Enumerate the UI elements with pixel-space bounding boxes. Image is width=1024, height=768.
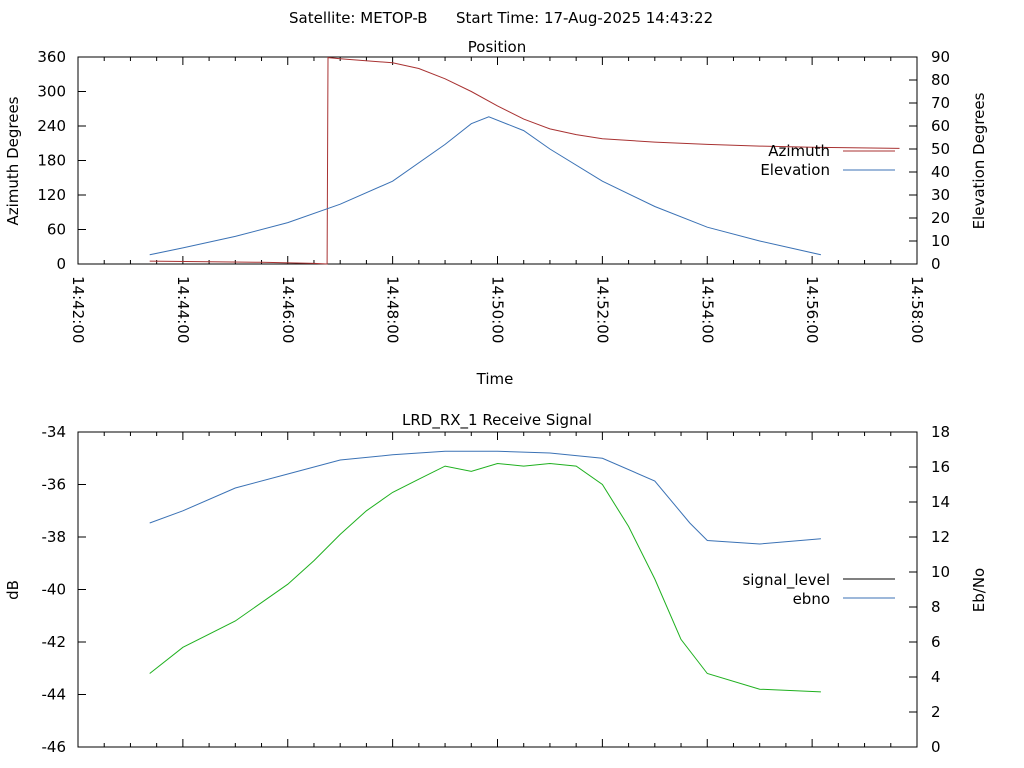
signal-axes: -34 -36 -38 -40 -42 -44 -46 0 2 4 6 8 10 12 14 16 18 xyxy=(42,423,951,756)
position-y2-tick-label: 70 xyxy=(931,94,950,112)
position-y-tick-label: 180 xyxy=(37,152,66,170)
position-axes: 14:42:00 14:44:00 14:46:00 14:48:00 14:50:00… xyxy=(37,48,950,343)
signal-y2-tick-label: 18 xyxy=(931,423,950,441)
signal-y-tick-label: -44 xyxy=(42,686,67,704)
position-y2-tick-label: 90 xyxy=(931,48,950,66)
position-y2-tick-label: 10 xyxy=(931,232,950,250)
signal-y-tick-label: -34 xyxy=(42,423,67,441)
signal-y2-tick-label: 12 xyxy=(931,528,950,546)
signal-y-tick-label: -36 xyxy=(42,476,67,494)
header-start-time: Start Time: 17-Aug-2025 14:43:22 xyxy=(456,9,713,27)
signal-y-tick-label: -46 xyxy=(42,738,67,756)
signal-series xyxy=(149,450,821,693)
position-y2-tick-label: 60 xyxy=(931,117,950,135)
signal-y2-tick-label: 0 xyxy=(931,738,941,756)
position-y2-tick-label: 20 xyxy=(931,209,950,227)
signal-y2-tick-label: 6 xyxy=(931,633,941,651)
signal-y2-tick-label: 8 xyxy=(931,598,941,616)
header-satellite: Satellite: METOP-B xyxy=(289,9,428,27)
signal-line-ebno xyxy=(149,450,821,545)
position-y2-tick-label: 30 xyxy=(931,186,950,204)
signal-legend: signal_level ebno xyxy=(742,571,895,608)
position-x-tick-label: 14:46:00 xyxy=(279,276,297,343)
position-x-tick-label: 14:52:00 xyxy=(593,276,611,343)
signal-y-tick-label: -40 xyxy=(42,581,67,599)
position-y2-tick-label: 40 xyxy=(931,163,950,181)
position-legend: Azimuth Elevation xyxy=(760,142,895,179)
position-y-tick-label: 240 xyxy=(37,117,66,135)
position-chart: Position 14:42:00 14:44:00 14:46:00 14:48:0… xyxy=(4,38,988,388)
position-y-tick-label: 120 xyxy=(37,186,66,204)
signal-title: LRD_RX_1 Receive Signal xyxy=(402,411,592,430)
position-x-tick-label: 14:44:00 xyxy=(174,276,192,343)
signal-line-series-2 xyxy=(149,462,821,693)
signal-y2-tick-label: 14 xyxy=(931,493,950,511)
signal-y-tick-label: -38 xyxy=(42,528,67,546)
signal-plot-frame xyxy=(77,431,918,748)
legend-label-ebno: ebno xyxy=(793,590,830,608)
legend-label-signal-level: signal_level xyxy=(742,571,830,590)
legend-label-elevation: Elevation xyxy=(760,161,830,179)
position-y2-tick-label: 0 xyxy=(931,255,941,273)
signal-y2-tick-label: 2 xyxy=(931,703,941,721)
position-y-tick-label: 360 xyxy=(37,48,66,66)
signal-y2-label: Eb/No xyxy=(970,568,988,612)
position-x-tick-label: 14:56:00 xyxy=(803,276,821,343)
legend-label-azimuth: Azimuth xyxy=(768,142,830,160)
position-title: Position xyxy=(468,38,526,56)
position-line-azimuth xyxy=(149,57,900,265)
signal-y2-tick-label: 4 xyxy=(931,668,941,686)
position-y-tick-label: 0 xyxy=(56,255,66,273)
position-y2-tick-label: 50 xyxy=(931,140,950,158)
position-x-tick-label: 14:58:00 xyxy=(908,276,926,343)
position-x-tick-label: 14:50:00 xyxy=(489,276,507,343)
position-y-tick-label: 300 xyxy=(37,83,66,101)
position-x-tick-label: 14:42:00 xyxy=(69,276,87,343)
position-x-label: Time xyxy=(476,370,514,388)
position-line-elevation xyxy=(149,116,822,256)
position-y-label: Azimuth Degrees xyxy=(4,96,22,225)
position-y2-tick-label: 80 xyxy=(931,71,950,89)
position-series xyxy=(149,57,900,265)
position-x-tick-label: 14:54:00 xyxy=(698,276,716,343)
signal-y2-tick-label: 10 xyxy=(931,563,950,581)
signal-y-label: dB xyxy=(4,580,22,600)
position-x-tick-label: 14:48:00 xyxy=(384,276,402,343)
signal-chart: LRD_RX_1 Receive Signal -34-36-38-40-42-… xyxy=(4,411,988,756)
signal-y2-tick-label: 16 xyxy=(931,458,950,476)
position-y-tick-label: 60 xyxy=(47,221,66,239)
position-y2-label: Elevation Degrees xyxy=(970,92,988,229)
signal-y-tick-label: -42 xyxy=(42,633,67,651)
